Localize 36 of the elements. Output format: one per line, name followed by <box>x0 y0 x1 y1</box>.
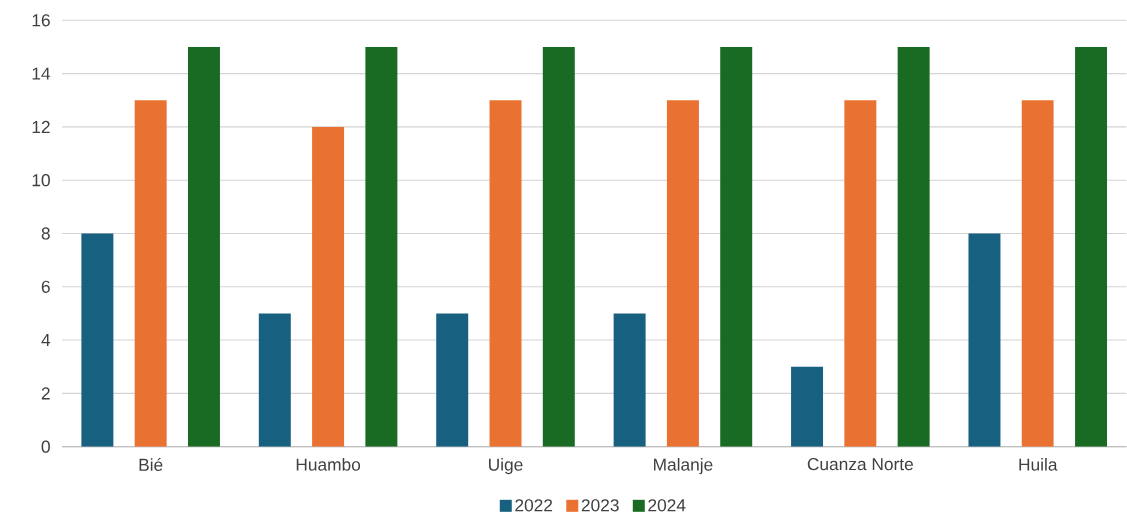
y-tick-label: 6 <box>41 280 50 294</box>
bar <box>968 233 1001 447</box>
bar <box>134 100 167 447</box>
y-tick-label: 2 <box>41 387 50 400</box>
bar <box>187 47 220 447</box>
y-tick-label: 10 <box>32 174 50 187</box>
legend-label: 2023 <box>581 499 619 512</box>
legend-label: 2024 <box>648 499 686 512</box>
y-tick-label: 8 <box>41 227 50 240</box>
y-tick-label: 12 <box>32 121 50 134</box>
bar <box>666 100 699 447</box>
bar <box>1075 47 1108 447</box>
bar <box>258 313 291 447</box>
y-tick-label: 4 <box>41 334 51 347</box>
x-tick-label: Malanje <box>654 458 713 475</box>
y-tick-label: 14 <box>32 67 51 80</box>
bar <box>1021 100 1054 447</box>
bar <box>613 313 646 447</box>
bar <box>312 127 345 447</box>
x-tick-label: Bié <box>139 458 163 472</box>
bar <box>897 47 930 447</box>
bar <box>791 366 824 447</box>
x-tick-label: Huila <box>1019 458 1058 471</box>
y-tick-label: 16 <box>32 14 50 27</box>
x-tick-label: Cuanza Norte <box>807 458 913 471</box>
x-tick-label: Uige <box>489 458 523 475</box>
bar <box>365 47 398 447</box>
bar <box>81 233 114 447</box>
legend-label: 2022 <box>515 499 553 512</box>
bar <box>436 313 469 447</box>
bar <box>489 100 522 447</box>
bar <box>720 47 753 447</box>
bar <box>542 47 575 447</box>
y-tick-label: 0 <box>41 440 50 453</box>
bar <box>844 100 877 447</box>
x-tick-label: Huambo <box>296 458 361 471</box>
